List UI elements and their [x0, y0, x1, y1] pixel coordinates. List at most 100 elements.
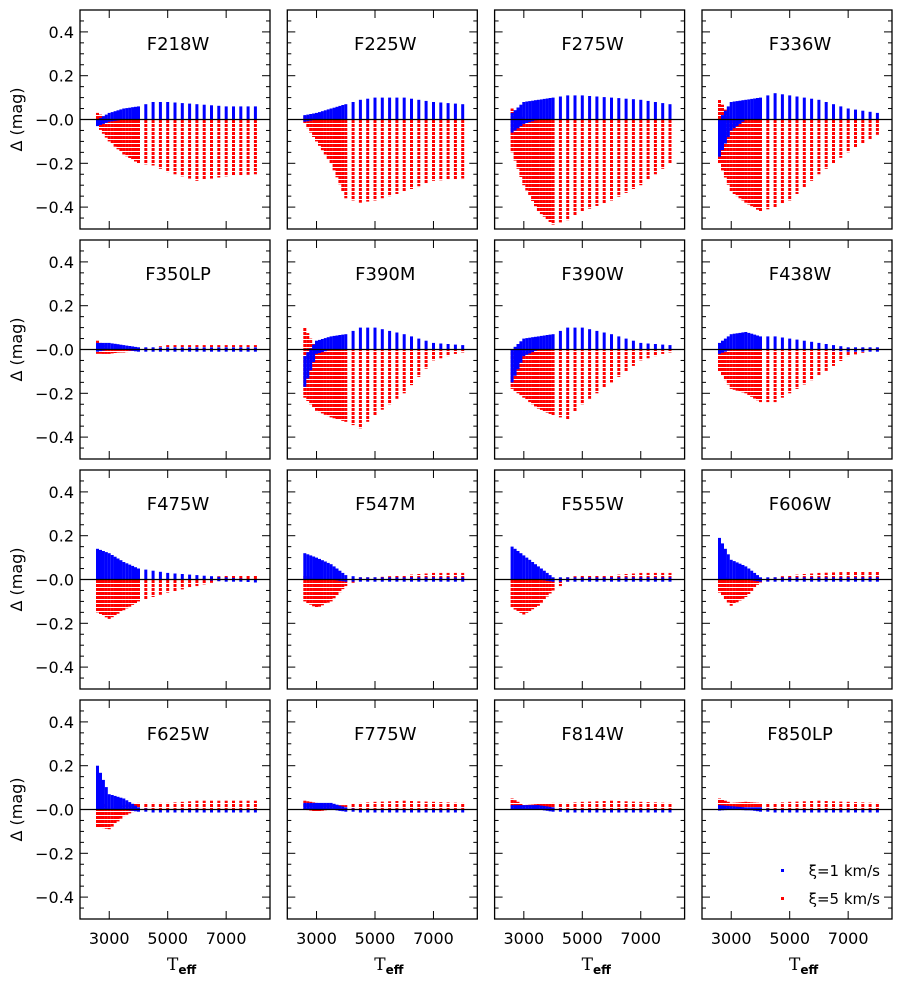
point-column-red — [631, 119, 635, 189]
point-column-red — [134, 579, 137, 604]
point-column-red — [653, 802, 657, 810]
point-column-red — [839, 801, 843, 810]
point-column-blue — [134, 106, 137, 120]
y-tick-label: −0.4 — [35, 888, 74, 907]
legend-label: ξ=5 km/s — [809, 890, 881, 908]
point-column-blue — [624, 338, 628, 350]
point-column-red — [417, 119, 421, 187]
panel-title: F438W — [769, 264, 832, 285]
point-column-red — [824, 572, 828, 580]
point-column-blue — [224, 106, 228, 120]
point-column-red — [573, 802, 577, 810]
point-column-blue — [373, 97, 377, 120]
point-column-red — [104, 117, 108, 138]
point-column-blue — [726, 805, 730, 810]
series-red — [303, 572, 465, 608]
point-column-red — [542, 119, 546, 217]
point-column-blue — [395, 97, 399, 120]
point-column-blue — [631, 809, 635, 813]
point-column-blue — [741, 807, 745, 811]
point-column-red — [104, 347, 108, 354]
point-column-blue — [453, 809, 457, 813]
point-column-blue — [510, 349, 514, 383]
x-axis-label-main: T — [374, 955, 386, 975]
point-column-blue — [166, 102, 170, 120]
point-column-red — [795, 349, 799, 389]
point-column-blue — [756, 575, 759, 582]
point-column-red — [358, 119, 362, 203]
series-red — [96, 112, 257, 181]
point-column-red — [721, 576, 724, 596]
series-red — [303, 115, 465, 203]
point-column-blue — [320, 111, 324, 120]
point-column-blue — [107, 112, 111, 122]
point-column-red — [735, 802, 739, 810]
point-column-blue — [721, 340, 724, 353]
point-column-blue — [519, 553, 523, 580]
point-column-blue — [718, 342, 721, 354]
panel-title: F275W — [561, 34, 624, 55]
point-column-red — [332, 349, 336, 419]
point-column-blue — [854, 809, 857, 813]
point-column-red — [531, 579, 535, 610]
point-column-blue — [723, 338, 727, 352]
point-column-red — [723, 577, 727, 600]
point-column-blue — [113, 343, 117, 350]
point-column-blue — [101, 342, 105, 351]
point-column-blue — [773, 336, 777, 350]
point-column-blue — [246, 106, 250, 120]
point-column-red — [99, 801, 102, 828]
point-column-blue — [639, 99, 643, 120]
point-column-red — [329, 579, 333, 602]
point-column-red — [646, 119, 650, 180]
point-column-blue — [253, 106, 257, 120]
point-column-blue — [380, 809, 384, 813]
point-column-blue — [610, 97, 613, 120]
point-column-blue — [318, 339, 321, 353]
point-column-blue — [802, 340, 806, 350]
point-column-red — [253, 119, 257, 175]
point-column-red — [195, 800, 199, 810]
point-column-red — [424, 573, 428, 580]
point-column-blue — [766, 336, 770, 350]
point-column-blue — [528, 559, 532, 580]
point-column-red — [344, 579, 348, 587]
point-column-red — [373, 349, 377, 416]
point-column-blue — [545, 572, 549, 581]
point-column-blue — [773, 809, 777, 813]
point-column-blue — [668, 104, 672, 120]
point-column-blue — [326, 109, 330, 120]
point-column-blue — [525, 338, 529, 355]
point-column-red — [402, 349, 406, 394]
point-column-blue — [210, 809, 213, 813]
point-column-blue — [122, 345, 126, 350]
point-column-blue — [653, 344, 657, 350]
point-column-blue — [116, 110, 120, 121]
point-column-blue — [522, 555, 526, 580]
series-blue — [718, 93, 879, 157]
point-column-red — [795, 801, 799, 810]
point-column-blue — [366, 327, 370, 350]
point-column-red — [366, 802, 370, 810]
point-column-blue — [861, 809, 865, 813]
point-column-blue — [151, 570, 155, 580]
point-column-red — [110, 808, 114, 827]
point-column-blue — [753, 98, 757, 120]
point-column-blue — [542, 570, 546, 581]
point-column-red — [545, 349, 549, 413]
point-column-blue — [753, 572, 757, 581]
point-column-blue — [329, 108, 333, 120]
point-column-blue — [239, 809, 243, 813]
point-column-red — [239, 575, 243, 580]
point-column-blue — [101, 551, 105, 580]
point-column-blue — [525, 101, 529, 123]
point-column-blue — [395, 809, 399, 813]
point-column-red — [239, 800, 243, 810]
point-column-blue — [545, 98, 549, 120]
point-column-red — [668, 119, 672, 164]
point-column-blue — [631, 340, 635, 350]
point-column-red — [180, 801, 184, 810]
point-column-red — [122, 579, 126, 611]
point-column-blue — [380, 97, 384, 120]
point-column-red — [551, 349, 555, 416]
